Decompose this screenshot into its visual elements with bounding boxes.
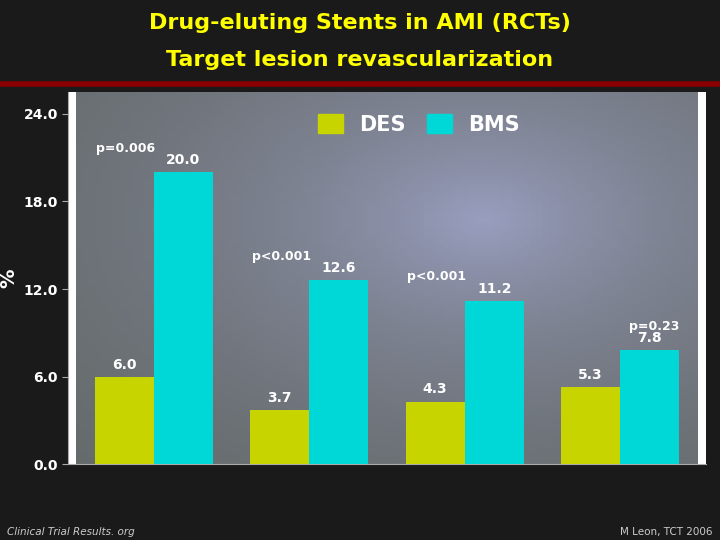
Text: p<0.001: p<0.001 [408, 270, 467, 283]
Text: Clinical Trial Results. org: Clinical Trial Results. org [7, 527, 135, 537]
Text: p<0.001: p<0.001 [252, 250, 311, 263]
Bar [154, 172, 213, 464]
Text: 12.6: 12.6 [322, 261, 356, 275]
Text: p=0.23: p=0.23 [629, 320, 680, 333]
Text: Drug-eluting Stents in AMI (RCTs): Drug-eluting Stents in AMI (RCTs) [149, 14, 571, 33]
Text: 11.2: 11.2 [477, 282, 511, 295]
Text: 6.0: 6.0 [112, 357, 137, 372]
Bar [464, 301, 523, 464]
Text: 4.3: 4.3 [423, 382, 448, 396]
Text: Target lesion revascularization: Target lesion revascularization [166, 50, 554, 70]
Text: 5.3: 5.3 [578, 368, 603, 382]
Bar [251, 410, 310, 464]
Text: p=0.006: p=0.006 [96, 141, 156, 154]
Legend: DES, BMS: DES, BMS [310, 106, 528, 143]
Text: 3.7: 3.7 [268, 391, 292, 405]
Text: 7.8: 7.8 [637, 332, 662, 345]
Bar [95, 377, 154, 464]
Bar [620, 350, 679, 464]
Bar [561, 387, 620, 464]
Bar [310, 280, 369, 464]
Bar [405, 402, 464, 464]
Y-axis label: %: % [0, 268, 18, 288]
Text: M Leon, TCT 2006: M Leon, TCT 2006 [621, 527, 713, 537]
Text: 20.0: 20.0 [166, 153, 201, 167]
